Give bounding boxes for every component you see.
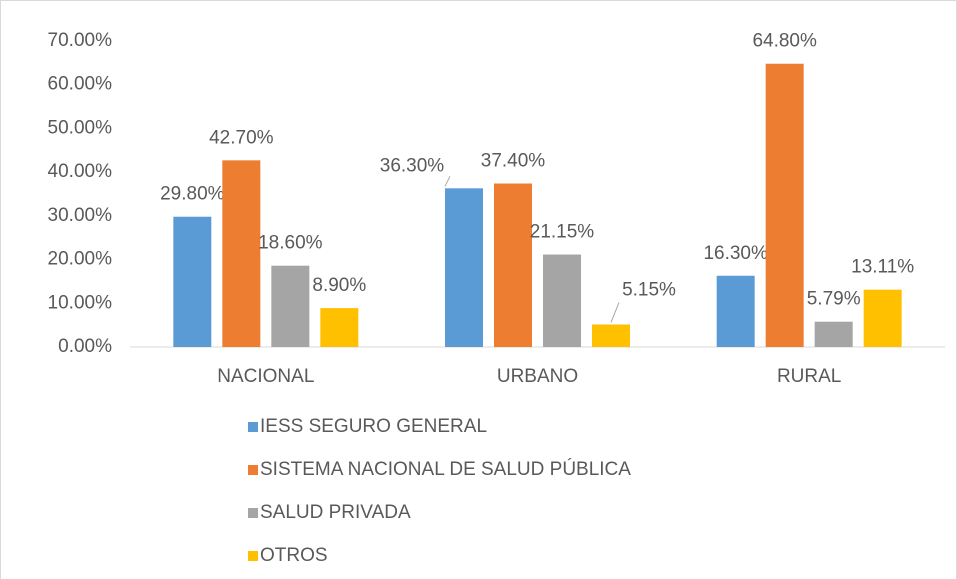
data-label: 5.79%	[807, 289, 861, 310]
bar	[271, 265, 310, 347]
bar	[445, 188, 483, 347]
x-tick-label: URBANO	[497, 366, 578, 387]
legend-label: SALUD PRIVADA	[260, 502, 411, 523]
legend-swatch	[248, 508, 258, 518]
leader-line	[444, 176, 451, 187]
y-tick-label: 70.00%	[48, 30, 113, 51]
bar	[320, 308, 359, 347]
bar	[173, 216, 212, 347]
y-tick-label: 10.00%	[48, 292, 113, 313]
data-label: 64.80%	[752, 31, 817, 52]
y-tick-label: 60.00%	[48, 74, 113, 95]
bar	[716, 275, 755, 347]
y-tick-label: 30.00%	[48, 205, 113, 226]
x-tick-label: NACIONAL	[217, 366, 314, 387]
bar	[222, 160, 261, 347]
legend-swatch	[248, 465, 258, 475]
legend-swatch	[248, 551, 258, 561]
data-label: 16.30%	[703, 243, 768, 264]
data-label: 13.11%	[851, 257, 914, 278]
data-label: 37.40%	[481, 151, 546, 172]
bar	[863, 289, 902, 347]
bar	[765, 63, 804, 347]
bar	[543, 254, 581, 347]
bar	[494, 183, 532, 347]
y-tick-label: 40.00%	[48, 161, 113, 182]
legend-swatch	[248, 422, 258, 432]
data-label: 18.60%	[258, 233, 323, 254]
legend-label: OTROS	[260, 545, 328, 566]
legend-label: IESS SEGURO GENERAL	[260, 416, 487, 437]
data-label: 5.15%	[622, 280, 676, 301]
x-tick-label: RURAL	[777, 366, 841, 387]
legend-label: SISTEMA NACIONAL DE SALUD PÚBLICA	[260, 458, 631, 480]
bar	[592, 324, 630, 347]
y-tick-label: 50.00%	[48, 117, 113, 138]
leader-line	[610, 302, 620, 323]
data-label: 42.70%	[209, 127, 274, 148]
data-label: 8.90%	[312, 275, 366, 296]
data-label: 21.15%	[530, 222, 595, 243]
data-label: 36.30%	[380, 155, 445, 176]
data-label: 29.80%	[160, 184, 225, 205]
bar	[814, 321, 853, 347]
y-tick-label: 20.00%	[48, 249, 113, 270]
y-tick-label: 0.00%	[58, 336, 112, 357]
